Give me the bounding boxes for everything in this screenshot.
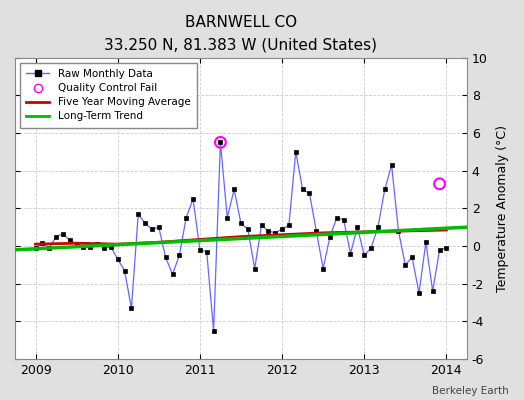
Raw Monthly Data: [443, 246, 450, 250]
Y-axis label: Temperature Anomaly (°C): Temperature Anomaly (°C): [496, 125, 509, 292]
Five Year Moving Average: [156, 240, 162, 245]
Line: Raw Monthly Data: Raw Monthly Data: [34, 140, 449, 333]
Raw Monthly Data: [217, 140, 224, 145]
Raw Monthly Data: [402, 262, 408, 267]
Raw Monthly Data: [32, 246, 39, 250]
Five Year Moving Average: [443, 228, 450, 232]
Raw Monthly Data: [128, 306, 135, 311]
Raw Monthly Data: [211, 328, 217, 333]
Five Year Moving Average: [320, 230, 326, 235]
Raw Monthly Data: [176, 253, 182, 258]
Five Year Moving Average: [279, 232, 285, 237]
Raw Monthly Data: [292, 149, 299, 154]
Title: BARNWELL CO
33.250 N, 81.383 W (United States): BARNWELL CO 33.250 N, 81.383 W (United S…: [104, 15, 377, 52]
Raw Monthly Data: [115, 257, 121, 262]
Five Year Moving Average: [238, 234, 244, 239]
Five Year Moving Average: [196, 237, 203, 242]
Five Year Moving Average: [361, 230, 367, 234]
Raw Monthly Data: [265, 228, 271, 233]
Line: Five Year Moving Average: Five Year Moving Average: [36, 230, 446, 244]
Five Year Moving Average: [32, 242, 39, 246]
Quality Control Fail: [216, 139, 225, 146]
Text: Berkeley Earth: Berkeley Earth: [432, 386, 508, 396]
Five Year Moving Average: [402, 228, 408, 233]
Five Year Moving Average: [115, 242, 121, 246]
Five Year Moving Average: [73, 241, 80, 246]
Quality Control Fail: [435, 181, 444, 187]
Legend: Raw Monthly Data, Quality Control Fail, Five Year Moving Average, Long-Term Tren: Raw Monthly Data, Quality Control Fail, …: [20, 63, 197, 128]
